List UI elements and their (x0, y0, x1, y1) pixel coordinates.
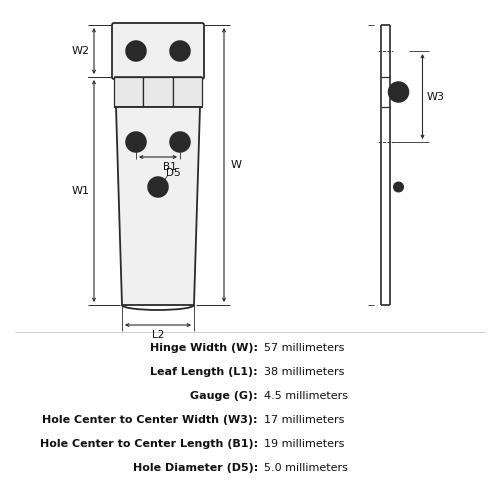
Circle shape (148, 177, 168, 197)
Text: 17 millimeters: 17 millimeters (264, 415, 344, 425)
Text: 4.5 millimeters: 4.5 millimeters (264, 391, 348, 401)
Text: L2: L2 (152, 330, 164, 340)
Text: Hole Diameter (D5):: Hole Diameter (D5): (133, 463, 258, 473)
Circle shape (170, 132, 190, 152)
Text: 57 millimeters: 57 millimeters (264, 343, 344, 353)
Text: Hole Center to Center Width (W3):: Hole Center to Center Width (W3): (42, 415, 258, 425)
Circle shape (126, 41, 146, 61)
Text: W2: W2 (72, 46, 90, 56)
Polygon shape (116, 107, 200, 305)
Bar (144, 77, 172, 107)
Circle shape (388, 82, 408, 102)
Text: Hinge Width (W):: Hinge Width (W): (150, 343, 258, 353)
Circle shape (170, 41, 190, 61)
FancyBboxPatch shape (112, 23, 204, 79)
Circle shape (394, 182, 404, 192)
Text: 38 millimeters: 38 millimeters (264, 367, 344, 377)
Text: W1: W1 (72, 186, 90, 196)
Text: D5: D5 (166, 168, 180, 178)
Text: W3: W3 (426, 92, 444, 102)
Text: Gauge (G):: Gauge (G): (190, 391, 258, 401)
Text: W: W (230, 160, 241, 170)
Text: 5.0 millimeters: 5.0 millimeters (264, 463, 348, 473)
Bar (114, 77, 144, 107)
Text: Hole Center to Center Length (B1):: Hole Center to Center Length (B1): (40, 439, 258, 449)
Text: 19 millimeters: 19 millimeters (264, 439, 344, 449)
Circle shape (126, 132, 146, 152)
Text: B1: B1 (163, 162, 177, 172)
Bar (172, 77, 202, 107)
Text: Leaf Length (L1):: Leaf Length (L1): (150, 367, 258, 377)
